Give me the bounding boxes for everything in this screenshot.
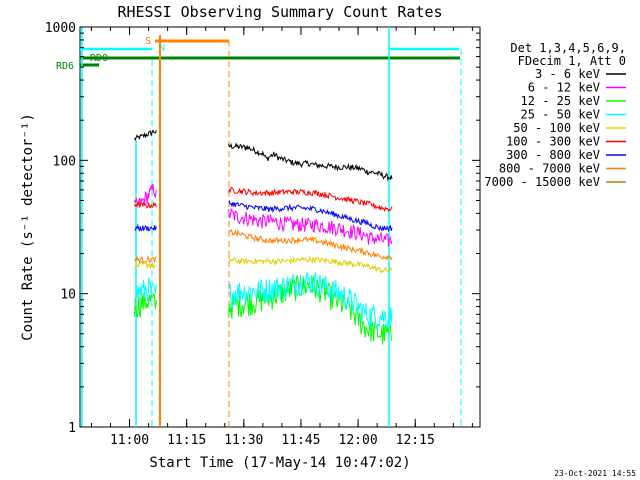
legend-label: 100 - 300 keV (506, 135, 600, 149)
series-line-5-seg-0 (134, 201, 157, 209)
legend-label: 800 - 7000 keV (499, 162, 600, 176)
legend-label: 7000 - 15000 keV (484, 175, 600, 189)
chart-title: RHESSI Observing Summary Count Rates (117, 3, 442, 21)
x-axis-label: Start Time (17-May-14 10:47:02) (149, 455, 410, 471)
series-line-5-seg-1 (228, 186, 393, 213)
legend-label: 12 - 25 keV (521, 94, 600, 108)
y-tick-label: 10 (60, 288, 76, 303)
event-lines (81, 27, 462, 427)
x-tick-label: 11:00 (110, 433, 149, 448)
series-line-7-seg-0 (134, 255, 157, 265)
series-group (134, 129, 393, 345)
state-bars: S N RD0 RD6 (56, 36, 460, 72)
legend-label: 25 - 50 keV (521, 108, 600, 122)
legend-label: 300 - 800 keV (506, 148, 600, 162)
rd6-marker-label: RD6 (56, 61, 74, 72)
series-line-0-seg-0 (134, 129, 157, 141)
x-tick-label: 12:15 (396, 433, 435, 448)
saa-marker-label: S (145, 36, 151, 47)
y-tick-label: 100 (53, 154, 76, 169)
series-line-0-seg-1 (228, 142, 393, 182)
x-tick-label: 11:30 (224, 433, 263, 448)
x-tick-label: 12:00 (339, 433, 378, 448)
series-line-4-seg-1 (228, 255, 393, 275)
series-line-1-seg-1 (228, 207, 393, 247)
axis-ticks: 1 10 100 1000 11:00 11:15 11:30 11:45 12:00 12:15 (45, 21, 480, 448)
series-line-6-seg-0 (134, 223, 157, 232)
y-tick-label: 1 (68, 421, 76, 436)
rd0-marker-label: RD0 (90, 53, 108, 64)
series-line-7-seg-1 (228, 228, 393, 261)
x-tick-label: 11:15 (167, 433, 206, 448)
legend-label: 6 - 12 keV (528, 81, 600, 95)
legend: Det 1,3,4,5,6,9,FDecim 1, Att 03 - 6 keV… (484, 41, 626, 189)
legend-label: 3 - 6 keV (535, 67, 600, 81)
plot-frame (79, 26, 481, 428)
legend-header: FDecim 1, Att 0 (518, 54, 626, 68)
series-line-6-seg-1 (228, 200, 393, 233)
series-line-3-seg-1 (228, 272, 393, 330)
x-tick-label: 11:45 (281, 433, 320, 448)
footer-date: 23-Oct-2021 14:55 (554, 469, 636, 478)
legend-header: Det 1,3,4,5,6,9, (510, 41, 626, 55)
y-axis-label: Count Rate (s⁻¹ detector⁻¹) (20, 113, 36, 341)
series-line-2-seg-1 (228, 275, 393, 345)
night-marker-label: N (159, 43, 165, 54)
series-line-3-seg-0 (134, 277, 157, 306)
series-line-1-seg-0 (134, 184, 157, 207)
series-line-2-seg-0 (134, 290, 157, 318)
series-line-4-seg-0 (134, 261, 157, 271)
y-tick-label: 1000 (45, 21, 76, 36)
legend-label: 50 - 100 keV (513, 121, 600, 135)
